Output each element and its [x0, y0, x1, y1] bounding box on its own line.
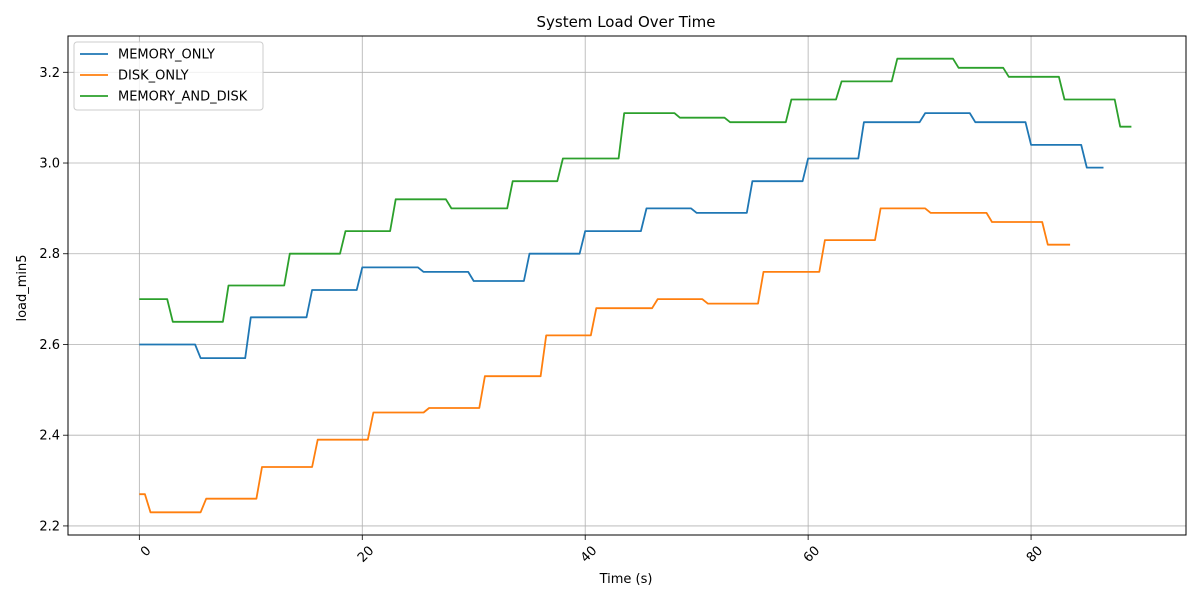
y-tick-label: 2.8 — [39, 247, 60, 262]
y-tick-label: 3.2 — [39, 66, 60, 81]
y-tick-label: 2.2 — [39, 519, 60, 534]
y-axis: 2.2 2.4 2.6 2.8 3.0 3.2 — [39, 66, 68, 534]
y-axis-label: load_min5 — [15, 254, 30, 321]
legend-label: MEMORY_AND_DISK — [118, 90, 248, 105]
legend: MEMORY_ONLY DISK_ONLY MEMORY_AND_DISK — [73, 41, 264, 111]
series-line-memory-only — [139, 112, 1104, 360]
legend-label: DISK_ONLY — [118, 69, 189, 84]
y-tick-label: 2.4 — [39, 429, 60, 444]
y-tick-label: 3.0 — [39, 157, 60, 172]
y-tick-label: 2.6 — [39, 338, 60, 353]
chart-title: System Load Over Time — [536, 13, 715, 31]
legend-box — [73, 41, 264, 111]
series-lines — [139, 57, 1132, 514]
legend-label: MEMORY_ONLY — [118, 48, 215, 63]
x-axis-label: Time (s) — [599, 572, 653, 587]
plot-frame — [67, 35, 1187, 536]
series-line-memory-and-disk — [139, 57, 1132, 323]
grid — [68, 36, 1186, 535]
series-line-disk-only — [139, 207, 1071, 514]
